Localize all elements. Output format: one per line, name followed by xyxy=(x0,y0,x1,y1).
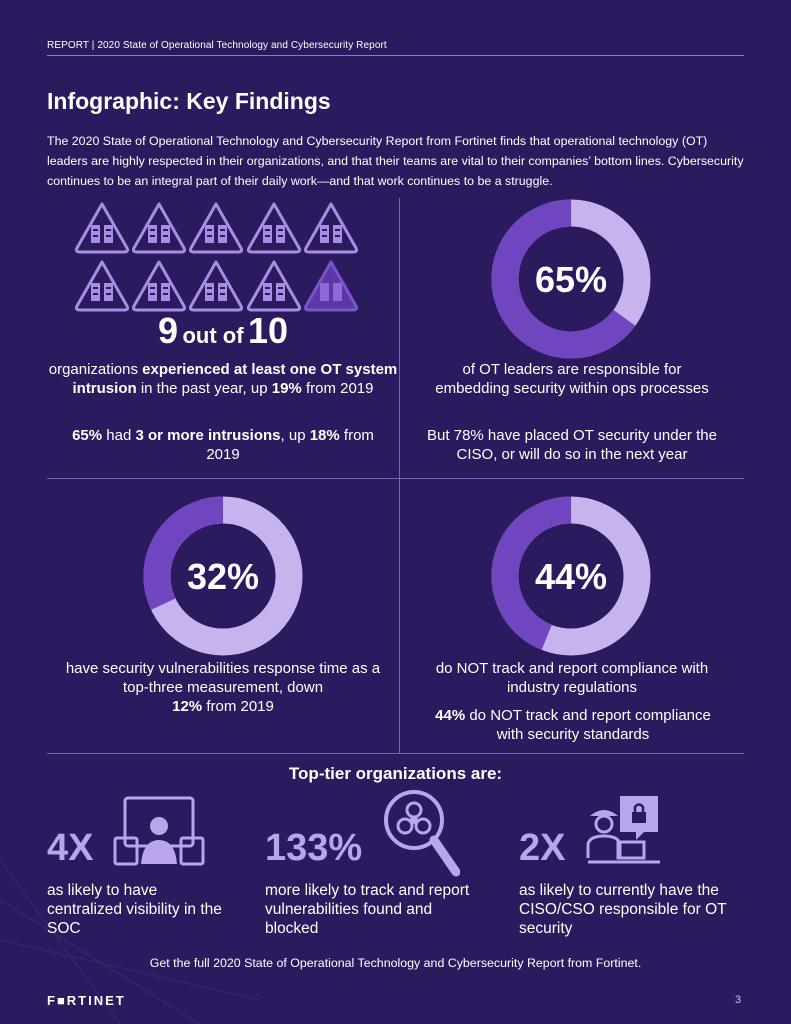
intrusion-stat: 9 out of 10 xyxy=(47,310,399,352)
background-decor xyxy=(0,859,260,1024)
grid-vertical-divider xyxy=(399,198,400,753)
intrusion-text: in the past year, up xyxy=(136,380,272,397)
monitor-person-icon xyxy=(113,796,205,866)
intrusion-text: organizations xyxy=(48,361,143,378)
donut-label: 44% xyxy=(535,556,607,597)
donut-label: 65% xyxy=(535,259,607,300)
toptier-stat-4x: 4X xyxy=(47,827,94,869)
intrusion-text-bold: experienced at least one OT system intru… xyxy=(72,361,398,397)
warning-icon xyxy=(246,202,302,254)
warning-icon-dimmed xyxy=(303,260,359,312)
fortinet-logo: F■RTINET xyxy=(47,993,126,1008)
intro-paragraph: The 2020 State of Operational Technology… xyxy=(47,134,744,188)
donut-32-desc: have security vulnerabilities response t… xyxy=(65,660,381,696)
donut-label: 32% xyxy=(187,556,259,597)
donut-32-text: have security vulnerabilities response t… xyxy=(60,659,386,716)
toptier-stat-133: 133% xyxy=(265,827,363,869)
intrusion-out-of: out of xyxy=(182,323,244,348)
intrusion-text: , up xyxy=(280,427,310,444)
warning-icon xyxy=(131,260,187,312)
warning-icon xyxy=(74,260,130,312)
intrusion-text: from 2019 xyxy=(206,427,374,463)
toptier-text-2x: as likely to currently have the CISO/CSO… xyxy=(519,882,727,937)
donut-chart-44: 44% xyxy=(491,496,651,656)
intrusion-pct: 18% xyxy=(309,427,340,444)
intrusion-description: organizations experienced at least one O… xyxy=(47,360,399,398)
donut-44-desc: do NOT track and report compliance with … xyxy=(465,707,711,743)
toptier-text-133: more likely to track and report vulnerab… xyxy=(265,882,470,937)
donut-44-text: do NOT track and report compliance with … xyxy=(435,660,709,696)
warning-icon xyxy=(246,260,302,312)
donut-44-pct: 44% xyxy=(435,707,466,724)
page-title: Infographic: Key Findings xyxy=(47,88,331,114)
warning-icons-grid xyxy=(74,202,359,312)
donut-32-pct: 12% xyxy=(172,698,203,715)
toptier-heading: Top-tier organizations are: xyxy=(288,764,503,783)
toptier-text-4x: as likely to have centralized visibility… xyxy=(47,882,222,937)
donut-65-text: of OT leaders are responsible for embedd… xyxy=(435,361,709,397)
donut-chart-65: 65% xyxy=(491,199,651,359)
worker-lock-icon xyxy=(586,796,660,864)
intrusion-text: had xyxy=(102,427,136,444)
warning-icon xyxy=(188,202,244,254)
warning-icon xyxy=(131,202,187,254)
page-number: 3 xyxy=(735,994,742,1006)
biohazard-magnifier-icon xyxy=(384,790,460,877)
intrusion-denominator: 10 xyxy=(247,310,289,351)
grid-horizontal-divider xyxy=(47,478,744,479)
intrusion-pct: 19% xyxy=(271,380,302,397)
intrusion-pct: 65% xyxy=(72,427,103,444)
donut-44-text-2: 44% do NOT track and report compliance w… xyxy=(425,706,721,744)
warning-icon xyxy=(188,260,244,312)
intrusion-description-2: 65% had 3 or more intrusions, up 18% fro… xyxy=(67,426,379,464)
intrusion-text-bold: 3 or more intrusions xyxy=(135,427,281,444)
donut-chart-32: 32% xyxy=(143,496,303,656)
header-divider xyxy=(47,55,744,56)
intrusion-numerator: 9 xyxy=(157,310,178,351)
warning-icon xyxy=(303,202,359,254)
warning-icon xyxy=(74,202,130,254)
footer-note: Get the full 2020 State of Operational T… xyxy=(149,956,642,970)
report-header: REPORT | 2020 State of Operational Techn… xyxy=(47,40,387,51)
toptier-stat-2x: 2X xyxy=(519,827,566,869)
donut-65-text-2: But 78% have placed OT security under th… xyxy=(427,427,717,463)
grid-horizontal-divider-bottom xyxy=(47,753,744,754)
donut-32-end: from 2019 xyxy=(202,698,274,715)
intrusion-text: from 2019 xyxy=(301,380,374,397)
